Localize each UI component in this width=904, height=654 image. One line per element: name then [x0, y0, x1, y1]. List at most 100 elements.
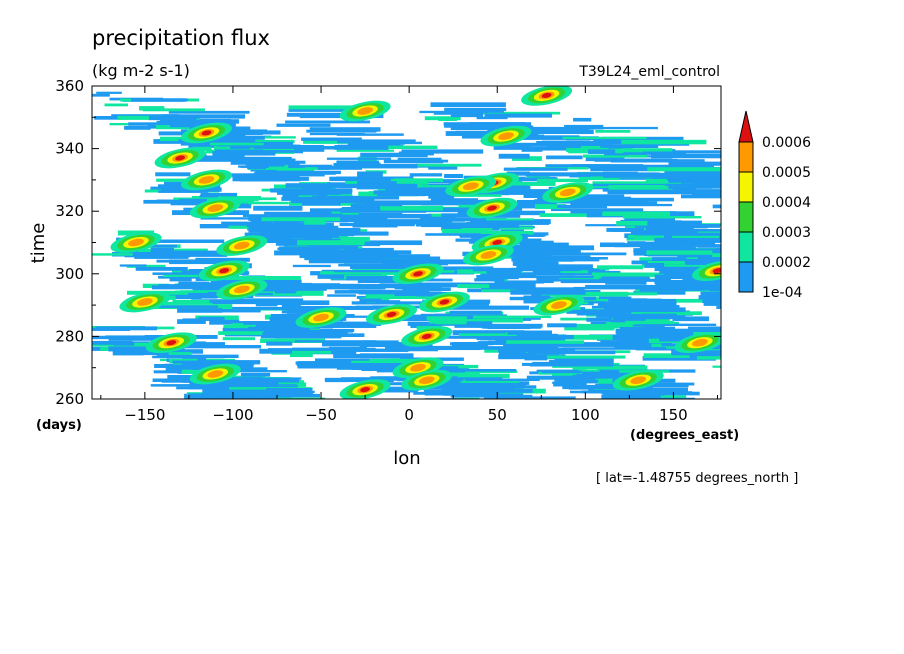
streak: [286, 112, 374, 117]
streak: [402, 288, 430, 293]
streak: [444, 123, 478, 128]
streak: [444, 174, 464, 179]
streak: [631, 311, 702, 316]
streak: [641, 263, 716, 268]
precip-cell-18: [216, 279, 268, 300]
chart-units: (kg m-2 s-1): [92, 61, 190, 80]
streak: [369, 388, 418, 393]
streak: [542, 370, 582, 374]
streak: [652, 257, 687, 262]
streak: [518, 129, 594, 135]
streak: [355, 428, 400, 431]
streak: [655, 283, 696, 289]
streak: [486, 218, 534, 222]
streak: [634, 230, 685, 236]
streak: [715, 337, 721, 343]
streak: [176, 119, 231, 123]
streak: [429, 419, 481, 423]
precip-cell-26: [674, 332, 721, 354]
colorbar-swatch: [738, 261, 754, 293]
contour-level-4: [198, 176, 215, 184]
streak: [375, 300, 401, 304]
streak: [254, 421, 305, 425]
streak: [156, 120, 210, 126]
streak: [560, 317, 609, 321]
streak: [320, 271, 390, 275]
streak: [198, 316, 220, 320]
streak: [477, 189, 552, 193]
streak: [348, 442, 433, 447]
streak: [270, 426, 323, 429]
streak: [516, 264, 593, 269]
streak: [92, 327, 131, 331]
streak: [364, 442, 423, 444]
precip-band-4: [562, 117, 721, 209]
streak: [691, 192, 721, 196]
streak: [601, 394, 661, 399]
streak: [221, 173, 279, 177]
streak: [442, 377, 503, 380]
streak: [379, 429, 461, 433]
streak: [485, 325, 542, 329]
streak: [439, 200, 474, 205]
streak: [385, 187, 447, 192]
streak: [673, 244, 721, 247]
streak: [620, 316, 679, 320]
streak: [151, 285, 238, 290]
streak: [696, 356, 721, 360]
streak: [307, 257, 370, 260]
streak: [268, 392, 289, 397]
precip-cell-8: [542, 182, 594, 203]
streak: [600, 340, 662, 344]
streak: [618, 400, 684, 403]
streak: [209, 319, 240, 325]
streak: [723, 356, 748, 359]
streak: [104, 103, 128, 107]
y-axis-label: time: [28, 223, 49, 264]
streak: [328, 346, 367, 350]
y-tick-label: 260: [55, 390, 84, 408]
streak: [357, 181, 397, 186]
streak: [523, 438, 580, 441]
streak: [722, 301, 790, 305]
streak: [225, 276, 301, 281]
contour-level-5: [413, 271, 423, 277]
streak: [658, 229, 721, 232]
streak: [528, 350, 616, 355]
streak: [359, 343, 433, 348]
streak: [507, 330, 552, 335]
streak: [529, 363, 614, 367]
streak: [560, 270, 589, 274]
streak: [206, 283, 231, 287]
streak: [413, 391, 452, 395]
y-axis: 260 280 300 320 340 360: [55, 77, 721, 408]
precip-cell-2: [521, 86, 573, 106]
streak: [134, 256, 189, 259]
streak: [452, 393, 518, 398]
streak: [645, 178, 667, 184]
streak: [643, 353, 701, 358]
streak: [383, 203, 403, 207]
precip-cell-17: [691, 260, 721, 282]
streak: [276, 123, 331, 127]
streak: [281, 307, 321, 311]
streak: [627, 342, 672, 346]
streak: [622, 216, 702, 219]
contour-level-4: [630, 376, 647, 385]
streak: [337, 139, 416, 144]
streak: [135, 267, 188, 271]
streak: [497, 411, 573, 414]
streak: [585, 224, 632, 227]
streak: [444, 107, 507, 111]
streak: [301, 201, 341, 206]
streak: [329, 210, 359, 216]
streak: [591, 272, 680, 278]
streak: [480, 202, 557, 207]
streak: [510, 289, 586, 295]
streak: [319, 439, 350, 442]
streak: [153, 370, 193, 374]
contour-level-4: [480, 251, 497, 259]
streak: [279, 246, 340, 251]
streak: [554, 164, 589, 168]
streak: [654, 237, 721, 243]
